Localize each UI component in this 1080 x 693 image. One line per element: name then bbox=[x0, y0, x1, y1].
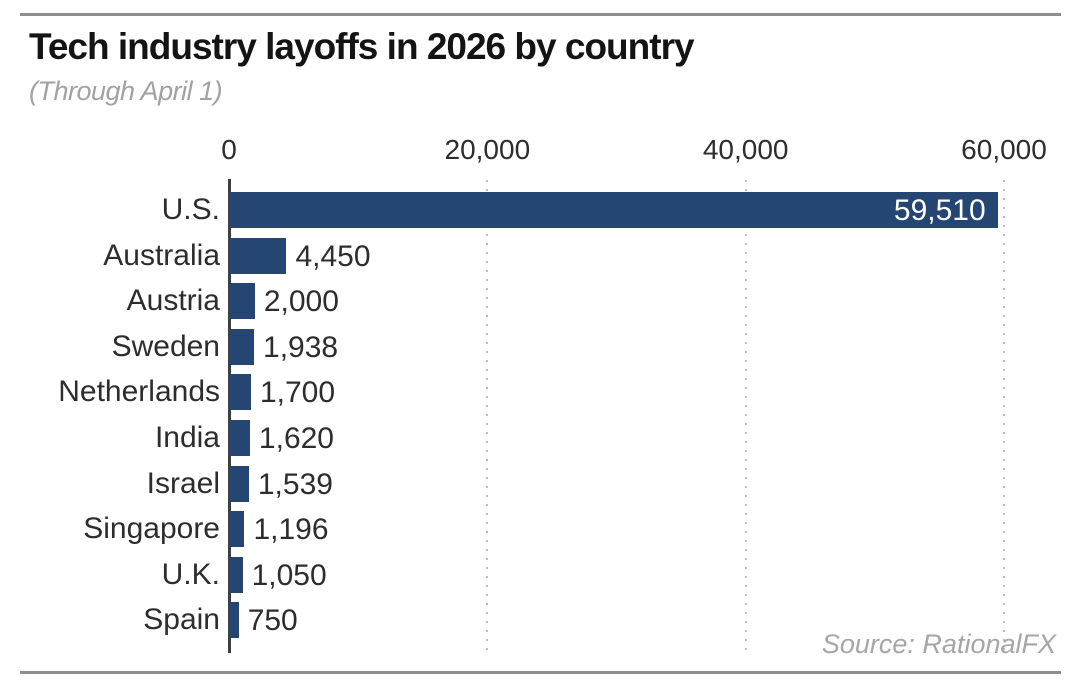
value-label-netherlands: 1,700 bbox=[259, 376, 336, 410]
bar-uk bbox=[229, 556, 243, 593]
value-label-israel: 1,539 bbox=[257, 467, 333, 501]
value-label-sweden: 1,938 bbox=[263, 330, 339, 364]
category-label-netherlands: Netherlands bbox=[58, 375, 220, 409]
x-axis-tick-label: 60,000 bbox=[961, 134, 1047, 165]
value-label-uk: 1,050 bbox=[251, 558, 327, 592]
top-divider-line bbox=[20, 13, 1061, 16]
value-label-india: 1,620 bbox=[258, 422, 334, 455]
y-axis-line bbox=[227, 179, 231, 653]
vertical-gridline bbox=[486, 180, 489, 650]
category-label-austria: Austria bbox=[126, 284, 220, 318]
vertical-gridline bbox=[744, 180, 747, 650]
chart-title: Tech industry layoffs in 2026 by country bbox=[29, 26, 695, 67]
category-label-spain: Spain bbox=[143, 603, 220, 637]
bar-spain bbox=[229, 602, 239, 639]
value-label-singapore: 1,196 bbox=[253, 513, 329, 547]
vertical-gridline bbox=[1003, 180, 1005, 650]
value-label-spain: 750 bbox=[247, 604, 298, 638]
bar-singapore bbox=[229, 511, 245, 548]
x-axis-tick-label: 0 bbox=[221, 134, 237, 165]
chart-subtitle: (Through April 1) bbox=[29, 76, 223, 106]
bar-india bbox=[229, 420, 250, 456]
category-label-singapore: Singapore bbox=[83, 512, 220, 546]
bar-netherlands bbox=[229, 374, 251, 411]
value-label-austria: 2,000 bbox=[263, 285, 339, 319]
source-credit: Source: RationalFX bbox=[821, 629, 1056, 659]
category-label-india: India bbox=[154, 421, 220, 454]
category-label-sweden: Sweden bbox=[111, 329, 220, 363]
value-label-us: 59,510 bbox=[893, 194, 986, 227]
category-label-australia: Australia bbox=[103, 238, 220, 272]
bar-austria bbox=[229, 283, 255, 320]
bar-israel bbox=[229, 465, 249, 502]
bar-us bbox=[229, 192, 998, 228]
bar-australia bbox=[229, 237, 287, 274]
category-label-us: U.S. bbox=[161, 193, 220, 226]
category-label-uk: U.K. bbox=[161, 557, 220, 591]
bar-sweden bbox=[229, 328, 255, 365]
category-label-israel: Israel bbox=[146, 466, 220, 500]
x-axis-tick-label: 40,000 bbox=[702, 134, 789, 165]
x-axis-tick-label: 20,000 bbox=[444, 134, 531, 165]
value-label-australia: 4,450 bbox=[295, 239, 371, 273]
bottom-divider-line bbox=[20, 671, 1061, 674]
